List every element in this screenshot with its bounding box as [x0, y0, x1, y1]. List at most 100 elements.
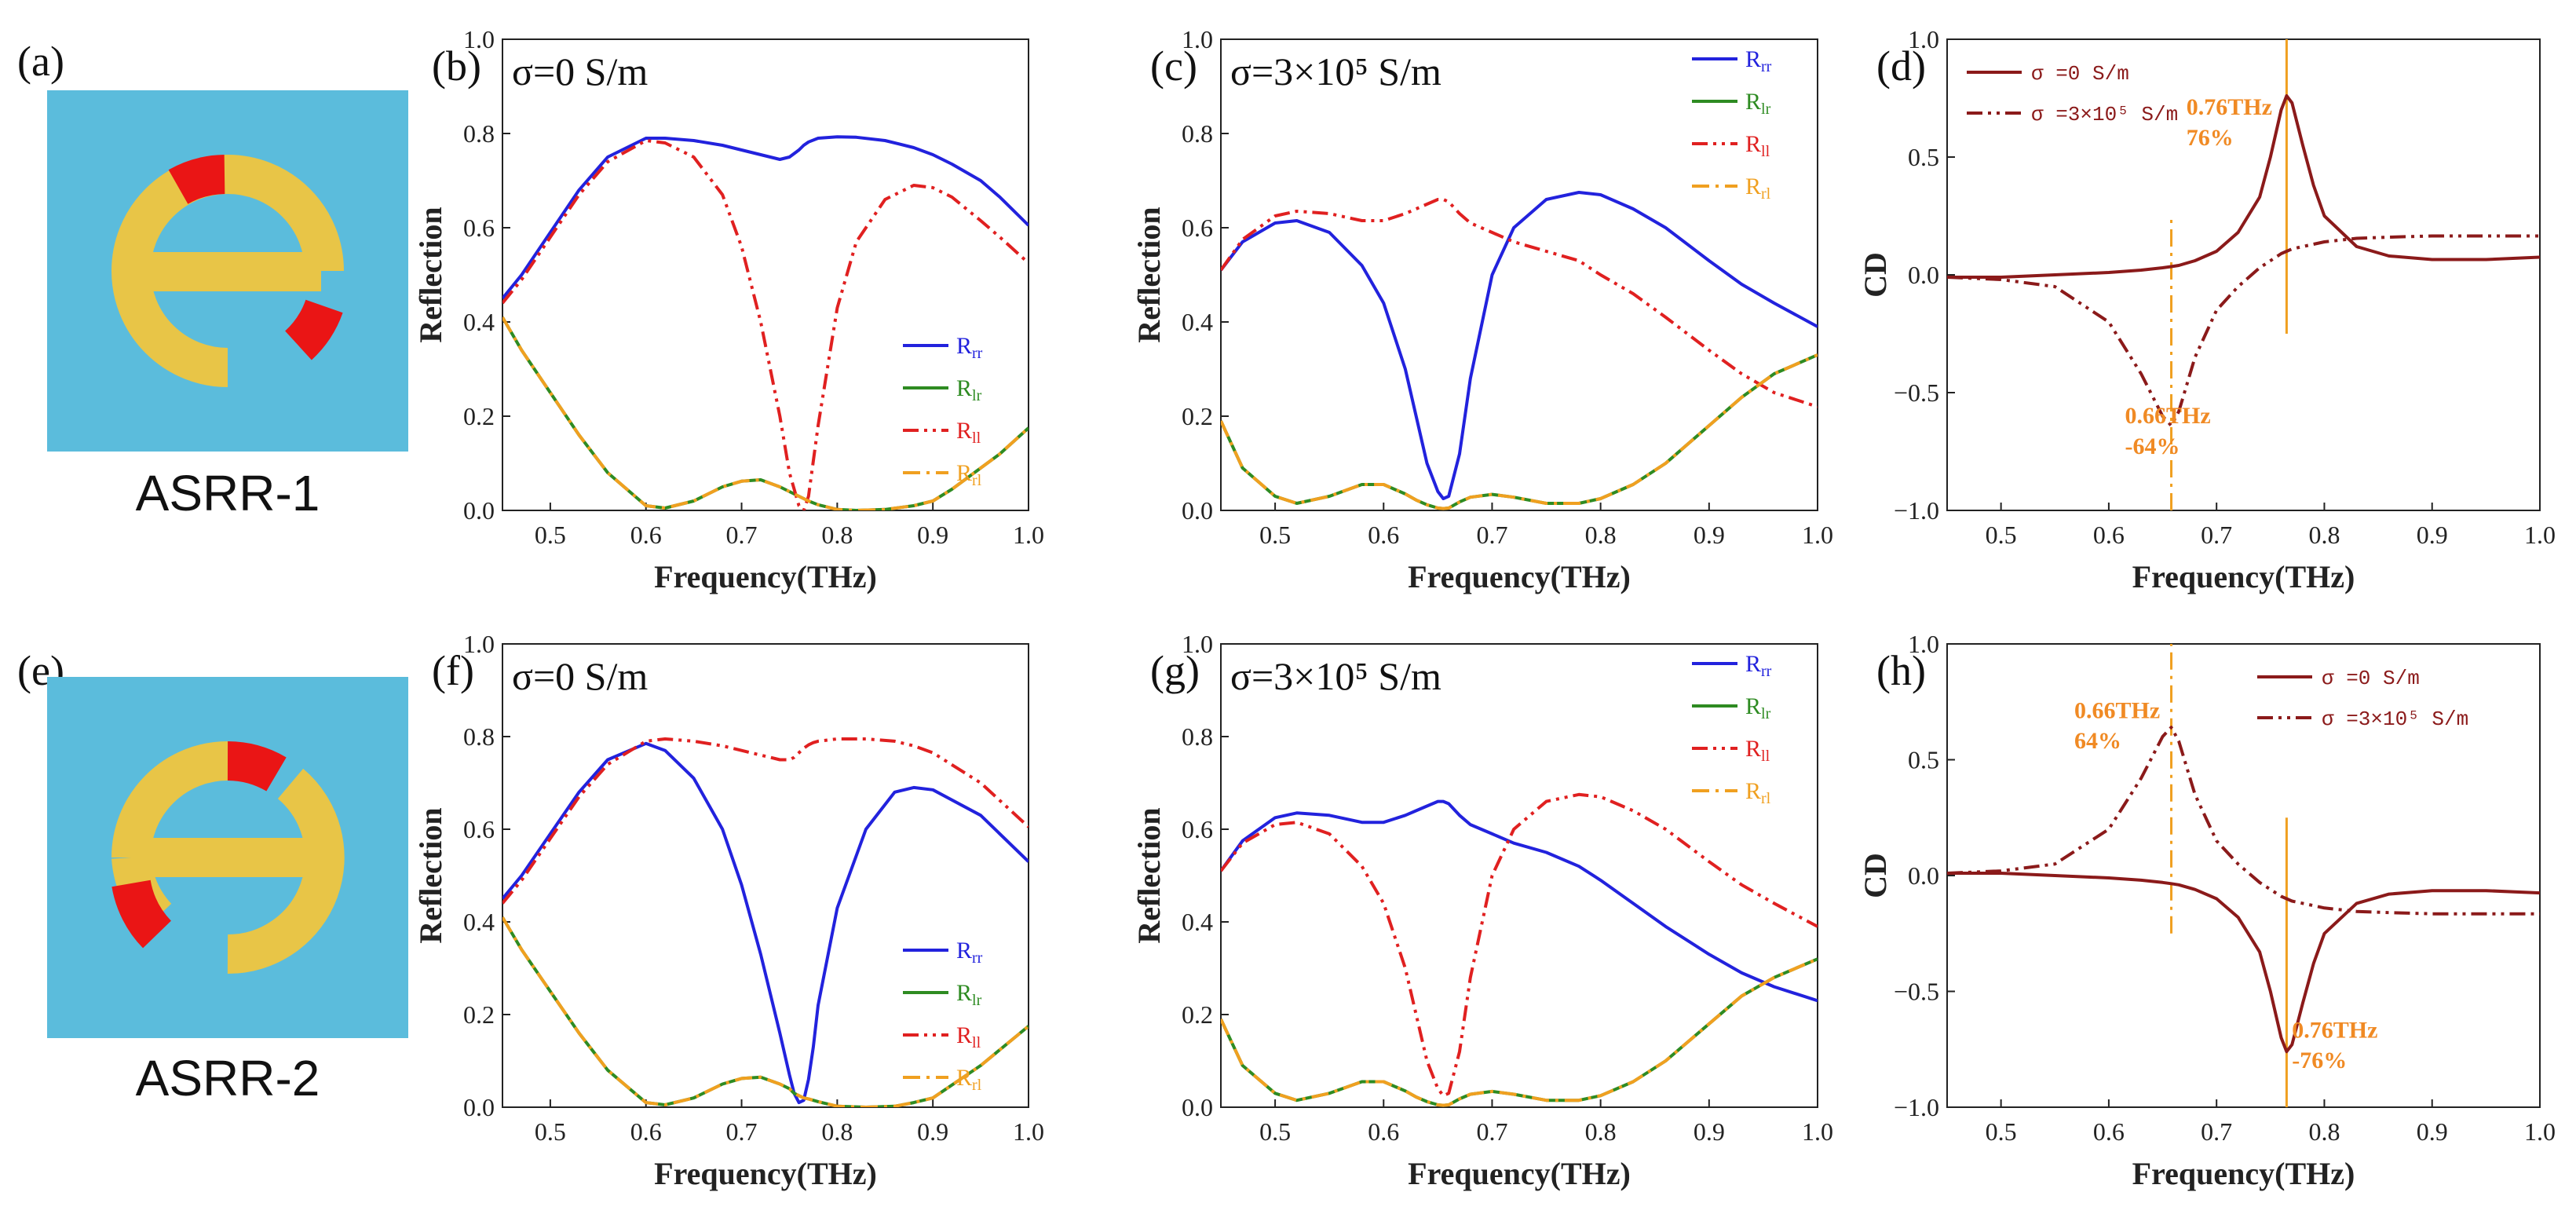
y-tick-label: 0.0	[1182, 1093, 1213, 1121]
y-tick-label: 0.8	[1182, 119, 1213, 148]
annotation-label: 76%	[2187, 125, 2234, 151]
split-ring-arc-right	[227, 768, 345, 975]
sigma-label: σ=0 S/m	[512, 654, 648, 698]
annotation-label: -76%	[2292, 1048, 2347, 1073]
legend: Rrr Rlr Rll Rrl	[1692, 651, 1772, 807]
split-ring-crossbar	[131, 838, 321, 877]
chart-panel-d: (d) −1.0 −0.5 0.0 0.5 1.0 0.5 0.6 0.7 0.8 0.9 1.0 Fr…	[1858, 25, 2556, 594]
x-tick-label: 0.5	[1259, 1117, 1291, 1146]
chart-panel-g: (g) 0.0 0.2 0.4 0.6 0.8 1.0 0.5 0.6 0.7 0.8 0.9 1.0 F…	[1131, 630, 1833, 1191]
x-tick-label: 0.6	[630, 521, 662, 549]
x-tick-label: 0.8	[1585, 521, 1617, 549]
y-tick-label: 0.6	[463, 214, 495, 242]
y-tick-label: 0.0	[1908, 261, 1939, 289]
x-axis-title: Frequency(THz)	[2132, 559, 2355, 594]
panel-label: (f)	[432, 647, 474, 694]
chart-panel-b: (b) 0.0 0.2 0.4 0.6 0.8 1.0 0.5 0.6 0.7 0.8 0.9 1.0 F…	[413, 25, 1044, 594]
y-axis-title: Reflection	[1131, 207, 1167, 342]
legend-label-rrr: Rrr	[956, 938, 983, 967]
x-axis-title: Frequency(THz)	[654, 559, 877, 594]
y-tick-label: −0.5	[1894, 378, 1939, 407]
x-axis-title: Frequency(THz)	[1408, 559, 1631, 594]
x-tick-label: 0.5	[535, 1117, 566, 1146]
legend-label-rrr: Rrr	[1745, 46, 1772, 75]
x-tick-label: 0.6	[1368, 1117, 1399, 1146]
annotation-label: 0.76THz	[2292, 1018, 2377, 1044]
y-tick-label: 1.0	[1182, 630, 1213, 658]
x-tick-label: 0.8	[2308, 1117, 2340, 1146]
structure-caption-asrr-2: ASRR-2	[136, 1050, 320, 1106]
legend-label-rll: Rll	[1745, 131, 1770, 160]
x-tick-label: 0.6	[630, 1117, 662, 1146]
x-tick-label: 1.0	[1802, 521, 1833, 549]
series-line-rrl	[1221, 353, 1818, 510]
x-tick-label: 0.8	[821, 1117, 853, 1146]
legend-label-rrr: Rrr	[1745, 651, 1772, 680]
x-tick-label: 1.0	[1013, 1117, 1044, 1146]
panel-label: (h)	[1876, 647, 1926, 694]
graphene-patch-right	[284, 298, 343, 360]
legend-label-cd0: σ =0 S/m	[2322, 667, 2420, 690]
series-line-rll	[502, 139, 1029, 510]
x-tick-label: 0.7	[2201, 521, 2232, 549]
y-tick-label: 0.5	[1908, 746, 1939, 774]
legend: Rrr Rlr Rll Rrl	[1692, 46, 1772, 203]
x-tick-label: 0.5	[1986, 1117, 2017, 1146]
panel-label: (d)	[1876, 42, 1926, 90]
series-line-rlr	[502, 916, 1029, 1107]
series-line-rrr	[1221, 191, 1818, 500]
x-tick-label: 1.0	[2524, 1117, 2556, 1146]
legend: Rrr Rlr Rll Rrl	[903, 333, 983, 489]
x-tick-label: 1.0	[1013, 521, 1044, 549]
series-line-rrl	[502, 316, 1029, 510]
x-axis-title: Frequency(THz)	[654, 1156, 877, 1191]
legend-label-rlr: Rlr	[1745, 693, 1771, 722]
legend-label-cd3: σ =3×10⁵ S/m	[2031, 103, 2178, 126]
x-tick-label: 0.5	[1259, 521, 1291, 549]
chart-panel-h: (h) −1.0 −0.5 0.0 0.5 1.0 0.5 0.6 0.7 0.8 0.9 1.0 Fr…	[1858, 630, 2556, 1191]
structure-asrr-2: (e) ASRR-2	[17, 647, 408, 1106]
sigma-label: σ=0 S/m	[512, 49, 648, 93]
x-tick-label: 0.9	[1694, 521, 1725, 549]
split-ring-arc-right	[227, 155, 344, 272]
y-tick-label: 0.0	[1908, 861, 1939, 890]
plot-frame	[1220, 643, 1818, 1108]
x-tick-label: 0.7	[1476, 521, 1507, 549]
series-line-rlr	[1221, 353, 1818, 510]
y-tick-label: −1.0	[1894, 1093, 1939, 1121]
plot-frame	[502, 643, 1029, 1108]
series-line-cd3	[1947, 234, 2540, 427]
legend: σ =0 S/m σ =3×10⁵ S/m	[2257, 667, 2468, 731]
legend-label-rrl: Rrl	[956, 460, 982, 489]
chart-panel-f: (f) 0.0 0.2 0.4 0.6 0.8 1.0 0.5 0.6 0.7 0.8 0.9 1.0 F…	[413, 630, 1044, 1191]
series-line-rlr	[1221, 957, 1818, 1107]
legend-label-rrr: Rrr	[956, 333, 983, 362]
x-tick-label: 0.9	[1694, 1117, 1725, 1146]
x-tick-label: 0.7	[726, 521, 758, 549]
legend-label-rll: Rll	[956, 418, 981, 447]
y-tick-label: 1.0	[1908, 25, 1939, 53]
x-tick-label: 0.7	[2201, 1117, 2232, 1146]
y-tick-label: 0.4	[463, 908, 495, 936]
panel-label: (g)	[1150, 647, 1200, 694]
plot-frame	[502, 38, 1029, 511]
y-tick-label: 0.8	[463, 722, 495, 751]
y-tick-label: 0.4	[1182, 308, 1213, 336]
x-tick-label: 0.6	[2093, 1117, 2125, 1146]
legend-label-rrl: Rrl	[1745, 174, 1771, 203]
legend-label-rrl: Rrl	[956, 1065, 982, 1094]
split-ring-arc-top	[111, 741, 228, 858]
y-axis-title: CD	[1858, 853, 1893, 898]
x-tick-label: 0.5	[1986, 521, 2017, 549]
annotation-label: 0.66THz	[2125, 403, 2211, 429]
y-axis-title: Reflection	[413, 807, 448, 943]
legend-label-rlr: Rlr	[1745, 89, 1771, 118]
y-axis-title: Reflection	[1131, 807, 1167, 943]
y-tick-label: 1.0	[1182, 25, 1213, 53]
legend: σ =0 S/m σ =3×10⁵ S/m	[1967, 62, 2178, 126]
y-axis-title: CD	[1858, 252, 1893, 298]
x-tick-label: 0.7	[726, 1117, 758, 1146]
x-tick-label: 1.0	[2524, 521, 2556, 549]
x-tick-label: 0.8	[2308, 521, 2340, 549]
